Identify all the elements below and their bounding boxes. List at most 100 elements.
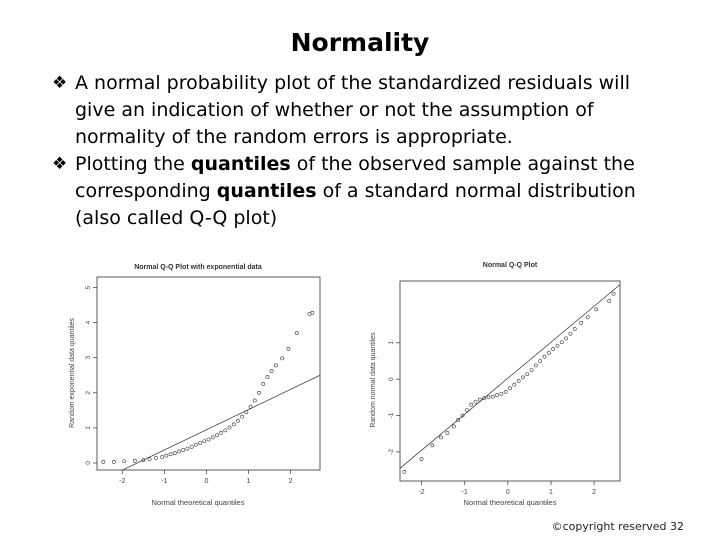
y-axis-label: Random normal data quantiles bbox=[370, 332, 377, 428]
data-point bbox=[611, 291, 616, 296]
bullet-item: ❖ A normal probability plot of the stand… bbox=[52, 70, 662, 151]
data-point bbox=[585, 315, 590, 320]
data-point bbox=[572, 327, 577, 331]
bullet-text-run: of a standard normal distribution (also … bbox=[75, 180, 636, 229]
x-tick-label: 1 bbox=[247, 478, 251, 485]
reference-line bbox=[400, 284, 620, 469]
data-point bbox=[538, 359, 543, 363]
y-tick-label: 1 bbox=[85, 426, 92, 430]
data-point bbox=[257, 390, 261, 395]
data-point bbox=[198, 441, 202, 445]
bullet-text: Plotting the quantiles of the observed s… bbox=[75, 153, 636, 229]
data-point bbox=[294, 331, 299, 336]
data-point bbox=[168, 452, 173, 457]
data-point bbox=[181, 448, 186, 452]
qq-plot-normal: Normal Q-Q Plot Normal theoretical quant… bbox=[366, 255, 630, 509]
data-point bbox=[499, 391, 504, 396]
plot-title: Normal Q-Q Plot with exponential data bbox=[134, 264, 262, 271]
bullet-text-run: Plotting the bbox=[75, 153, 191, 175]
y-tick-label: 4 bbox=[85, 320, 92, 324]
qq-plot-normal-svg: Normal Q-Q Plot Normal theoretical quant… bbox=[370, 262, 621, 507]
data-point bbox=[486, 395, 491, 400]
data-point bbox=[607, 299, 612, 303]
data-point bbox=[160, 455, 165, 459]
data-point bbox=[164, 453, 169, 458]
bullet-text-bold: quantiles bbox=[216, 180, 317, 202]
data-point bbox=[185, 446, 190, 451]
data-point bbox=[141, 458, 146, 463]
bullet-list: ❖ A normal probability plot of the stand… bbox=[52, 70, 662, 232]
data-point bbox=[215, 433, 219, 438]
y-tick-label: -1 bbox=[388, 412, 395, 418]
data-point bbox=[236, 418, 240, 423]
data-point bbox=[111, 460, 116, 464]
data-point bbox=[512, 382, 517, 387]
data-point bbox=[252, 398, 257, 403]
data-point bbox=[261, 382, 266, 386]
data-point bbox=[210, 435, 215, 440]
data-point bbox=[564, 336, 568, 341]
bullet-text: A normal probability plot of the standar… bbox=[75, 72, 631, 148]
x-tick-label: -1 bbox=[462, 489, 468, 496]
data-point bbox=[206, 437, 211, 442]
copyright-footer: ©copyright reserved 32 bbox=[551, 520, 684, 533]
y-tick-label: 5 bbox=[85, 285, 92, 289]
data-point bbox=[189, 444, 194, 449]
data-point bbox=[521, 375, 525, 380]
data-point bbox=[177, 449, 181, 454]
data-point bbox=[122, 459, 127, 464]
data-point bbox=[240, 414, 245, 419]
data-point bbox=[477, 397, 482, 402]
bullet-text-bold: quantiles bbox=[190, 153, 291, 175]
data-point bbox=[154, 456, 158, 460]
data-point bbox=[529, 368, 534, 372]
data-point bbox=[244, 410, 249, 415]
data-point bbox=[503, 390, 508, 394]
data-point bbox=[231, 422, 236, 427]
data-point bbox=[555, 343, 560, 348]
data-point bbox=[439, 435, 443, 440]
data-point bbox=[223, 428, 228, 433]
data-point bbox=[525, 372, 530, 376]
data-point bbox=[280, 356, 285, 361]
x-tick-label: -1 bbox=[161, 478, 167, 485]
bullet-item: ❖ Plotting the quantiles of the observed… bbox=[52, 151, 662, 232]
data-point bbox=[460, 413, 465, 418]
data-point bbox=[286, 347, 291, 351]
y-tick-label: 3 bbox=[85, 356, 92, 360]
data-point bbox=[516, 379, 521, 383]
y-tick-label: 2 bbox=[85, 391, 92, 395]
data-point bbox=[533, 363, 538, 368]
plot-frame bbox=[399, 280, 621, 482]
data-point bbox=[482, 396, 487, 400]
x-tick-label: 2 bbox=[289, 478, 293, 485]
qq-plot-exponential: Normal Q-Q Plot with exponential data No… bbox=[66, 255, 332, 509]
x-axis-label: Normal theoretical quantiles bbox=[464, 498, 557, 507]
x-tick-label: 2 bbox=[592, 489, 596, 496]
slide-title: Normality bbox=[290, 28, 430, 57]
data-point bbox=[101, 460, 106, 464]
data-point bbox=[132, 458, 137, 463]
x-tick-label: 1 bbox=[549, 489, 553, 496]
data-point bbox=[508, 386, 512, 391]
data-point bbox=[490, 394, 495, 399]
plot-frame bbox=[96, 276, 321, 471]
x-tick-label: -2 bbox=[119, 478, 125, 485]
bullet-text-run: of the observed sample against the corre… bbox=[75, 153, 635, 202]
data-point bbox=[310, 310, 315, 315]
data-point bbox=[551, 347, 556, 351]
data-point bbox=[172, 451, 177, 456]
data-point bbox=[219, 430, 224, 435]
data-point bbox=[445, 431, 450, 435]
data-point bbox=[546, 351, 551, 355]
y-tick-label: 0 bbox=[85, 461, 92, 465]
x-tick-label: 0 bbox=[204, 478, 208, 485]
diamond-bullet-icon: ❖ bbox=[52, 154, 68, 174]
y-axis-label: Random exponential data quantiles bbox=[69, 318, 76, 428]
diamond-bullet-icon: ❖ bbox=[52, 73, 68, 93]
data-point bbox=[579, 320, 584, 325]
y-tick-label: 1 bbox=[388, 341, 395, 345]
data-point bbox=[147, 457, 152, 462]
data-point bbox=[430, 443, 435, 448]
data-point bbox=[594, 307, 599, 312]
